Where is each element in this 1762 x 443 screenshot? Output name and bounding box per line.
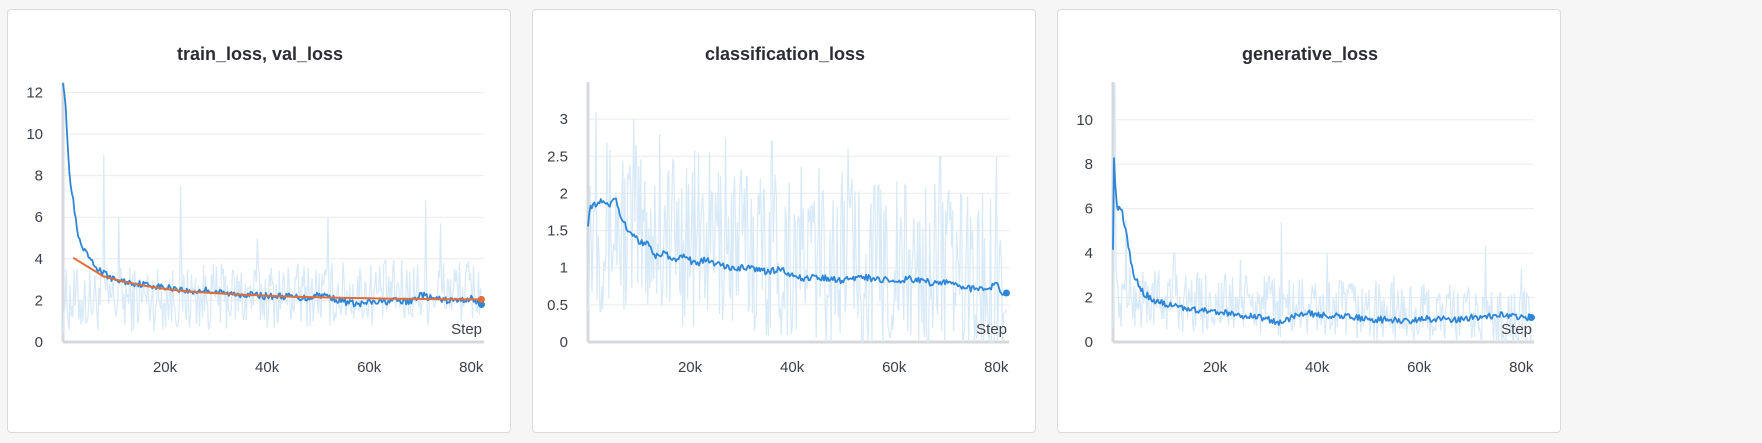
- x-tick-label: 40k: [255, 359, 280, 376]
- y-tick-label: 1.5: [547, 223, 568, 240]
- chart-title: train_loss, val_loss: [177, 44, 343, 64]
- y-tick-label: 10: [26, 126, 43, 143]
- x-tick-label: 20k: [678, 359, 703, 376]
- raw-series-line: [62, 154, 482, 334]
- x-tick-label: 80k: [1509, 359, 1534, 376]
- y-tick-label: 8: [1085, 156, 1093, 173]
- val-series-line: [72, 256, 482, 301]
- y-tick-label: 2: [560, 185, 568, 202]
- smoothed-series-end-point: [477, 301, 485, 309]
- raw-series-line: [587, 111, 1007, 343]
- x-tick-label: 80k: [459, 359, 484, 376]
- y-tick-label: 12: [26, 84, 43, 101]
- x-axis-label: Step: [451, 321, 482, 338]
- x-tick-label: 40k: [780, 359, 805, 376]
- y-tick-label: 0: [35, 334, 43, 351]
- x-axis-label: Step: [976, 321, 1007, 338]
- y-tick-label: 6: [35, 209, 43, 226]
- x-tick-label: 20k: [1203, 359, 1228, 376]
- y-tick-label: 2.5: [547, 148, 568, 165]
- y-tick-label: 0: [1085, 334, 1093, 351]
- x-tick-label: 40k: [1305, 359, 1330, 376]
- chart-panel-classification-loss: classification_loss 0 0.5 1 1.5 2 2.5 3 20k 40k 60…: [532, 9, 1036, 433]
- chart-generative-loss: generative_loss 0 2 4 6 8 10 20k 40k 60k 80k Step: [1076, 44, 1535, 376]
- chart-classification-loss: classification_loss 0 0.5 1 1.5 2 2.5 3 20k 40k 60…: [547, 44, 1010, 376]
- chart-panel-train-val-loss: train_loss, val_loss 0 2 4 6 8 10 12 20k 40k 60k 80…: [7, 9, 511, 433]
- val-series-end-point: [477, 295, 485, 303]
- y-tick-label: 4: [35, 251, 43, 268]
- smoothed-series-end-point: [1002, 289, 1010, 297]
- smoothed-series-end-point: [1527, 314, 1535, 322]
- chart-train-val-loss: train_loss, val_loss 0 2 4 6 8 10 12 20k 40k 60k 80…: [26, 44, 485, 376]
- y-tick-label: 6: [1085, 201, 1093, 218]
- smoothed-series-line: [587, 197, 1007, 296]
- y-tick-label: 1: [560, 260, 568, 277]
- x-tick-label: 20k: [153, 359, 178, 376]
- y-tick-label: 0.5: [547, 297, 568, 314]
- x-axis-label: Step: [1501, 321, 1532, 338]
- y-tick-label: 2: [35, 292, 43, 309]
- chart-panel-generative-loss: generative_loss 0 2 4 6 8 10 20k 40k 60k 80k Step: [1057, 9, 1561, 433]
- chart-title: classification_loss: [705, 44, 865, 64]
- smoothed-series-line: [62, 82, 483, 308]
- smoothed-series-line: [1112, 157, 1533, 326]
- x-tick-label: 60k: [882, 359, 907, 376]
- x-tick-label: 80k: [984, 359, 1009, 376]
- x-tick-label: 60k: [1407, 359, 1432, 376]
- y-tick-label: 2: [1085, 290, 1093, 307]
- y-tick-label: 0: [560, 334, 568, 351]
- y-tick-label: 8: [35, 168, 43, 185]
- y-tick-label: 10: [1076, 112, 1093, 129]
- chart-title: generative_loss: [1242, 44, 1378, 64]
- y-tick-label: 4: [1085, 245, 1093, 262]
- y-tick-label: 3: [560, 111, 568, 128]
- x-tick-label: 60k: [357, 359, 382, 376]
